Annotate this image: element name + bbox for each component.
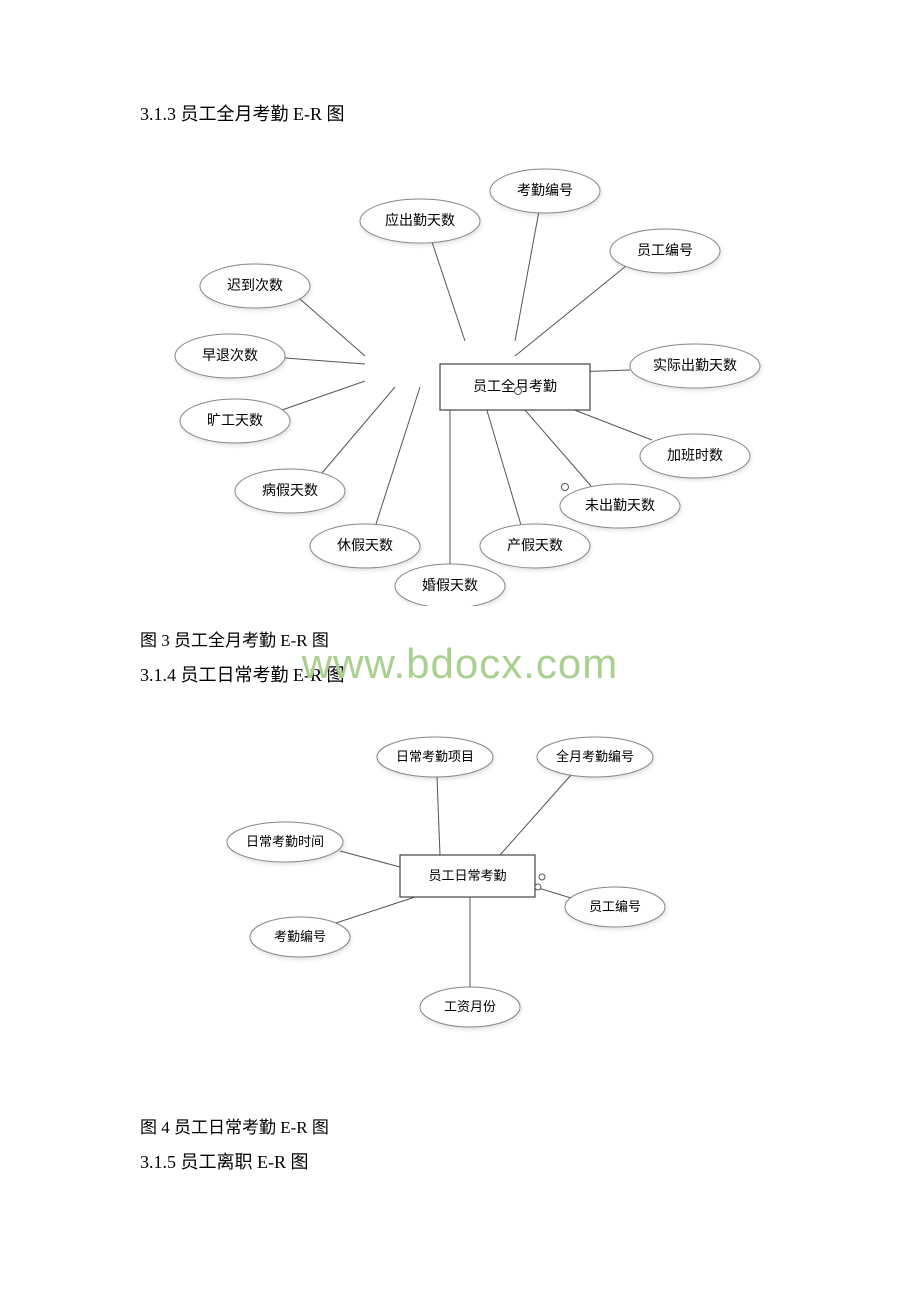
attribute-label: 未出勤天数 (585, 498, 655, 514)
attribute-label: 员工编号 (589, 899, 641, 914)
attribute-label: 加班时数 (667, 448, 723, 464)
attribute-label: 应出勤天数 (385, 212, 455, 229)
attribute-label: 考勤编号 (274, 929, 326, 944)
diagram-er-2: 员工日常考勤 日常考勤项目 全月考勤编号日常考勤时间员工编号考勤编号工资月份 (200, 717, 720, 1037)
heading-314: 3.1.4 员工日常考勤 E-R 图 (140, 661, 780, 687)
caption-fig4: 图 4 员工日常考勤 E-R 图 (140, 1113, 780, 1138)
attribute-label: 婚假天数 (422, 578, 478, 594)
attribute-label: 日常考勤时间 (246, 834, 324, 849)
attribute-label: 员工编号 (637, 243, 693, 259)
attribute-label: 日常考勤项目 (396, 749, 474, 764)
heading-315: 3.1.5 员工离职 E-R 图 (140, 1148, 780, 1174)
attribute-label: 休假天数 (337, 538, 393, 554)
attribute-label: 旷工天数 (207, 413, 263, 429)
attribute-label: 全月考勤编号 (556, 749, 634, 764)
attribute-label: 工资月份 (444, 999, 496, 1014)
attribute-label: 早退次数 (202, 348, 258, 364)
attribute-label: 迟到次数 (227, 278, 283, 294)
heading-313: 3.1.3 员工全月考勤 E-R 图 (140, 100, 780, 126)
attribute-label: 产假天数 (507, 538, 563, 554)
caption-fig3: 图 3 员工全月考勤 E-R 图 (140, 626, 780, 651)
entity-label: 员工日常考勤 (428, 868, 506, 883)
diagram-er-1: 员工全月考勤考勤编号应出勤天数员工编号迟到次数早退次数实际出勤天数旷工天数加班时… (140, 156, 780, 606)
attribute-label: 病假天数 (262, 483, 318, 499)
attribute-label: 实际出勤天数 (653, 358, 737, 374)
attribute-label: 考勤编号 (517, 183, 573, 199)
